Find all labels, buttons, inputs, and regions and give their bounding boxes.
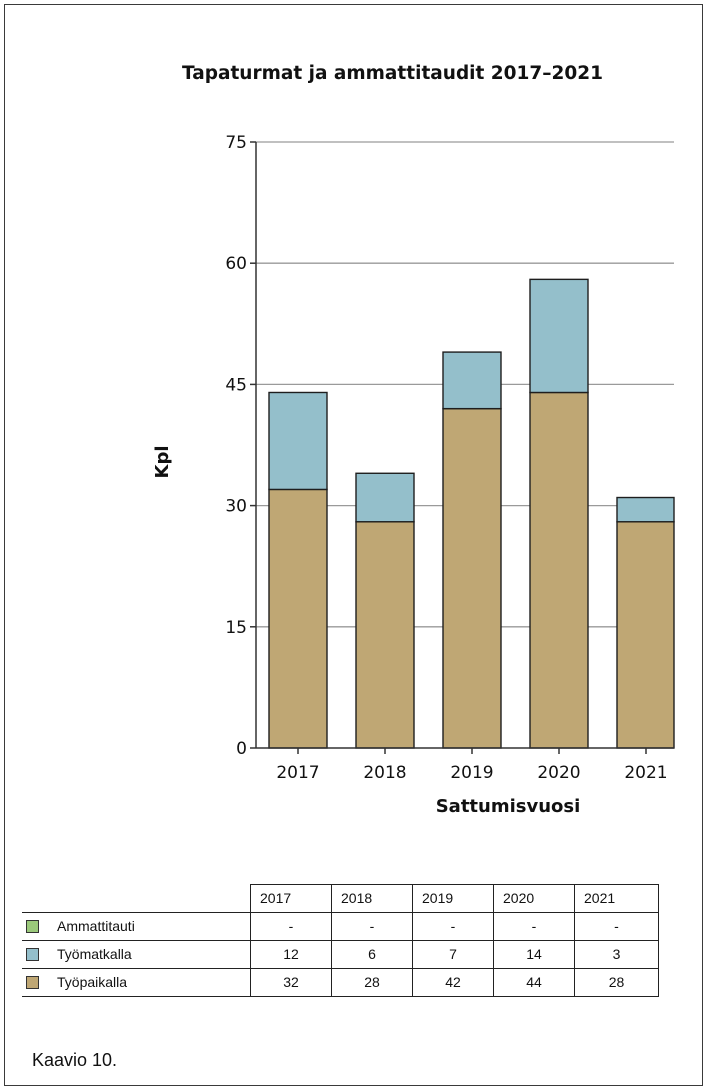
table-cell: -	[331, 911, 413, 941]
bar-tyopaikalla-2020	[529, 391, 589, 749]
table-cell: 32	[250, 967, 332, 997]
table-cell: -	[493, 911, 575, 941]
table-cell: 44	[493, 967, 575, 997]
table-cell: 14	[493, 939, 575, 969]
bar-tyopaikalla-2021	[616, 521, 675, 749]
table-year-header: 2019	[412, 884, 494, 913]
y-tick-label: 15	[225, 618, 247, 638]
table-cell: -	[574, 911, 659, 941]
x-axis-title: Sattumisvuosi	[436, 796, 581, 817]
table-cell: 28	[331, 967, 413, 997]
y-tick-label: 75	[225, 133, 247, 153]
table-cell: 3	[574, 939, 659, 969]
table-header-row: 2017 2018 2019 2020 2021	[22, 884, 659, 913]
table-cell: 7	[412, 939, 494, 969]
table-year-header: 2018	[331, 884, 413, 913]
y-tick-label: 45	[225, 375, 247, 395]
y-tick-label: 30	[225, 497, 247, 517]
bars	[268, 278, 675, 749]
legend-swatch	[26, 920, 39, 933]
series-name: Työmatkalla	[57, 946, 132, 962]
bar-tyomatkalla-2017	[268, 391, 328, 491]
series-name: Työpaikalla	[57, 974, 128, 990]
chart-title: Tapaturmat ja ammattitaudit 2017–2021	[182, 63, 604, 84]
table-body: Ammattitauti - - - - - Työmatkalla 12 6 7 14 3 Työpa…	[22, 911, 659, 997]
table-year-header: 2017	[250, 884, 332, 913]
bar-tyomatkalla-2018	[355, 472, 415, 523]
table-cell: 12	[250, 939, 332, 969]
table-cell: 6	[331, 939, 413, 969]
table-cell: 42	[412, 967, 494, 997]
table-year-header: 2021	[574, 884, 659, 913]
y-tick-label: 60	[225, 254, 247, 274]
y-axis-title: Kpl	[152, 445, 173, 478]
bar-tyopaikalla-2018	[355, 521, 415, 749]
table-row: Työmatkalla 12 6 7 14 3	[22, 939, 659, 969]
axes: 0 15 30 45 60 75 2017 2018 2019 2020 2021	[225, 133, 674, 783]
table-series-label: Työpaikalla	[22, 967, 251, 997]
legend-swatch	[26, 948, 39, 961]
figure-caption: Kaavio 10.	[32, 1050, 118, 1070]
x-tick-label: 2021	[624, 763, 667, 783]
bar-tyomatkalla-2021	[616, 496, 675, 523]
table-series-label: Työmatkalla	[22, 939, 251, 969]
data-table: 2017 2018 2019 2020 2021 Ammattitauti - - - - - Ty…	[22, 884, 659, 997]
table-year-header: 2020	[493, 884, 575, 913]
table-series-label: Ammattitauti	[22, 911, 251, 941]
table-cell: -	[412, 911, 494, 941]
table-cell: -	[250, 911, 332, 941]
table-cell: 28	[574, 967, 659, 997]
series-name: Ammattitauti	[57, 918, 135, 934]
legend-swatch	[26, 976, 39, 989]
x-tick-label: 2018	[363, 763, 406, 783]
x-tick-label: 2020	[537, 763, 580, 783]
table-row: Ammattitauti - - - - -	[22, 911, 659, 941]
bar-tyomatkalla-2019	[442, 351, 502, 410]
bar-tyopaikalla-2017	[268, 488, 328, 749]
y-tick-label: 0	[236, 739, 247, 759]
x-tick-label: 2019	[450, 763, 493, 783]
bar-tyomatkalla-2020	[529, 278, 589, 394]
bar-tyopaikalla-2019	[442, 407, 502, 749]
table-corner	[22, 884, 251, 913]
x-tick-label: 2017	[276, 763, 319, 783]
stacked-bar-chart: 0 15 30 45 60 75 2017 2018 2019 2020 2021 Sattumis…	[152, 133, 675, 817]
table-row: Työpaikalla 32 28 42 44 28	[22, 967, 659, 997]
